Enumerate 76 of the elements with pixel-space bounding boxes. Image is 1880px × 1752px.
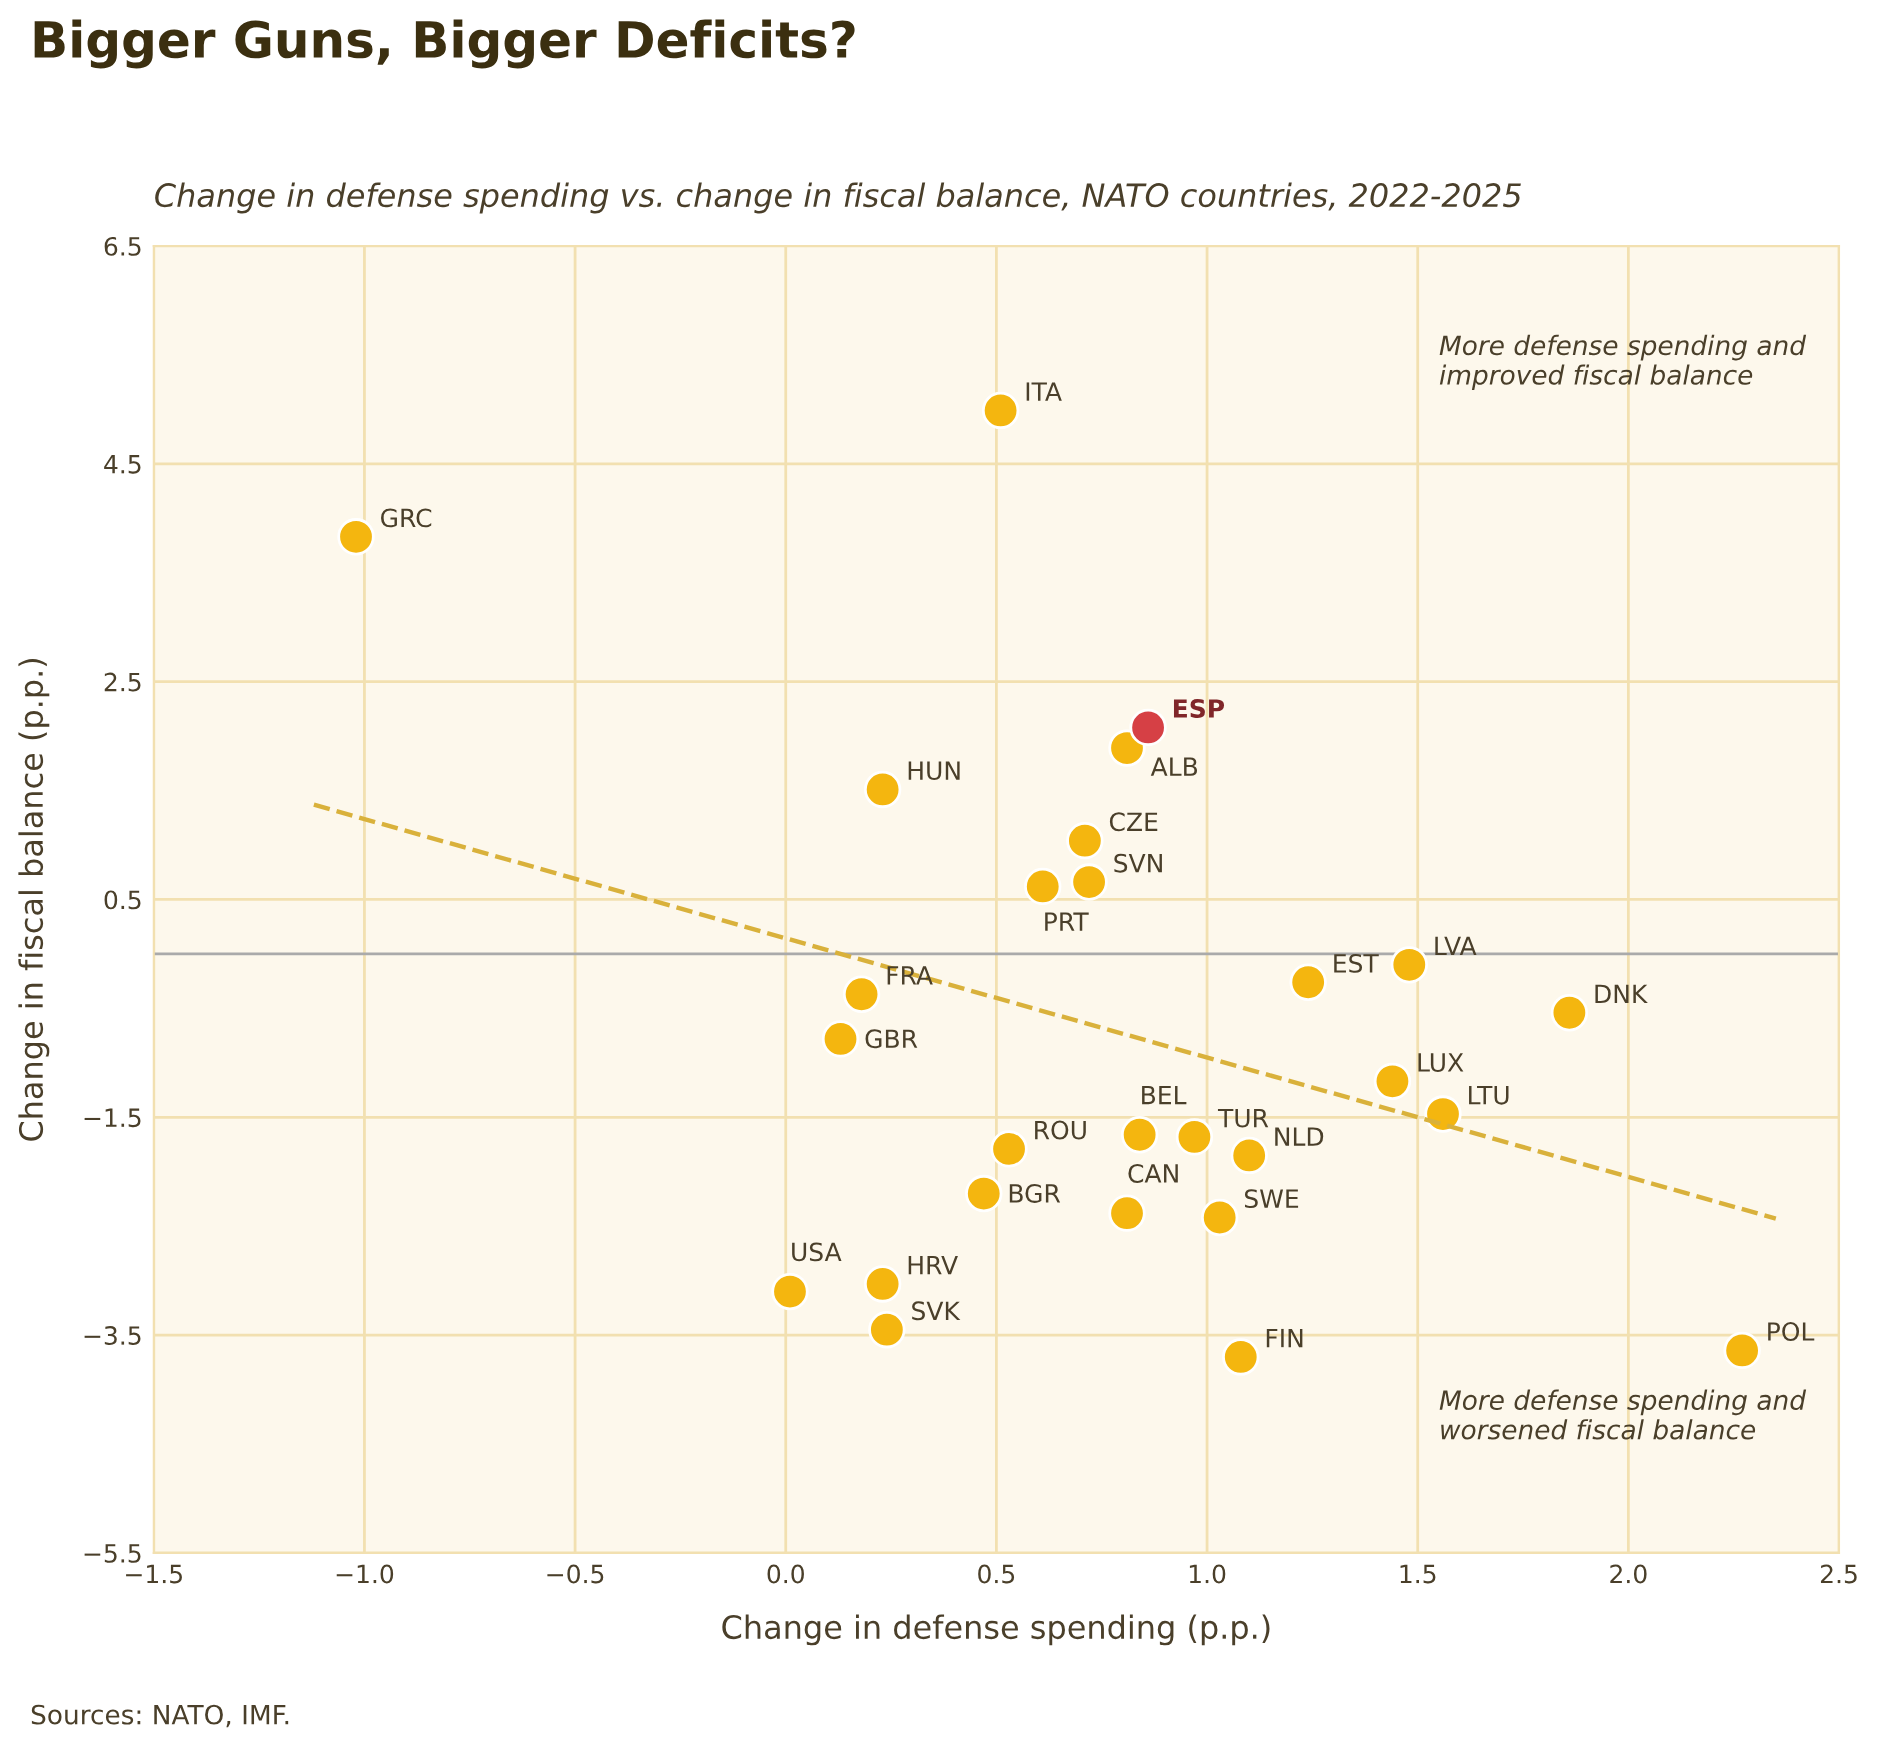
y-tick-label: 0.5 [104,890,141,910]
x-tick-label: −0.5 [547,1564,604,1584]
annotation: GRC [381,508,432,528]
annotation: CAN [1128,1164,1178,1183]
annotation: ROU [1035,1120,1086,1140]
annotation: NLD [1275,1127,1324,1146]
point [990,1130,1028,1168]
point [821,1020,860,1058]
point [1222,1338,1260,1376]
point [863,770,902,809]
annotation: CZE [1109,812,1158,832]
annotation: PRT [1045,912,1089,931]
annotation: ITA [1026,382,1062,401]
annotation: FIN [1266,1328,1303,1348]
point [1201,1198,1239,1237]
annotation: GBR [865,1029,918,1049]
chart-title: Bigger Guns, Bigger Deficits? [34,19,855,69]
point [863,1265,902,1303]
point [868,1311,906,1349]
x-tick-label: 1.0 [1189,1564,1226,1584]
point [1120,1116,1159,1154]
x-tick-label: 2.5 [1820,1564,1857,1584]
x-axis-title: Change in defense spending (p.p.) [722,1614,1270,1646]
annotation: More defense spending and worsened fiscal balance [1439,1389,1807,1440]
point [1066,821,1104,860]
point [1024,867,1062,906]
x-tick-label: 0.0 [767,1564,804,1584]
annotation: EST [1334,953,1379,973]
annotation: SVN [1114,853,1162,873]
x-tick-label: 1.5 [1400,1564,1436,1584]
x-tick-label: −1.0 [336,1564,394,1584]
point [965,1174,1003,1213]
point [1723,1331,1761,1370]
chart-subtitle: Change in defense spending vs. change in fiscal balance, NATO countries, 2022-2025 [155,182,1521,214]
annotation: DNK [1595,984,1648,1003]
x-tick-label: 2.0 [1610,1564,1647,1584]
point [842,975,881,1013]
y-tick-label: −5.5 [84,1544,141,1563]
annotation: POL [1768,1322,1815,1341]
x-tick-label: −1.5 [126,1564,182,1584]
annotation: HUN [908,761,960,781]
point [981,391,1020,430]
y-tick-label: 4.5 [104,455,141,474]
point [1390,946,1428,984]
annotation: LTU [1469,1086,1509,1105]
annotation: TUR [1217,1108,1269,1128]
point [1230,1136,1268,1175]
x-tick-label: 0.5 [978,1564,1015,1584]
point [1550,994,1589,1032]
point [1129,708,1167,747]
point [1108,1194,1146,1232]
annotation: SVK [912,1301,961,1321]
point [1175,1118,1214,1156]
annotation: BEL [1142,1085,1187,1105]
y-tick-label: 6.5 [104,236,141,256]
annotation: LVA [1435,936,1477,956]
annotation: ALB [1150,757,1198,776]
series-label: ESP [1173,699,1225,718]
y-axis-title: Change in fiscal balance (p.p.) [18,659,50,1141]
annotation: More defense spending and improved fiscal balance [1439,334,1807,390]
annotation: USA [792,1242,842,1262]
source-note: Sources: NATO, IMF. [31,1704,289,1728]
point [337,518,375,556]
y-tick-label: −3.5 [84,1326,141,1345]
annotation: SWE [1244,1189,1299,1209]
point [771,1272,809,1311]
annotation: BGR [1009,1183,1061,1203]
annotation: HRV [908,1255,958,1275]
point [1289,963,1327,1001]
point [1108,729,1146,767]
y-tick-label: −1.5 [84,1108,141,1128]
point [1070,863,1108,901]
point [1373,1062,1412,1101]
point [1424,1095,1462,1133]
y-tick-label: 2.5 [104,672,141,692]
annotation: LUX [1418,1053,1464,1072]
